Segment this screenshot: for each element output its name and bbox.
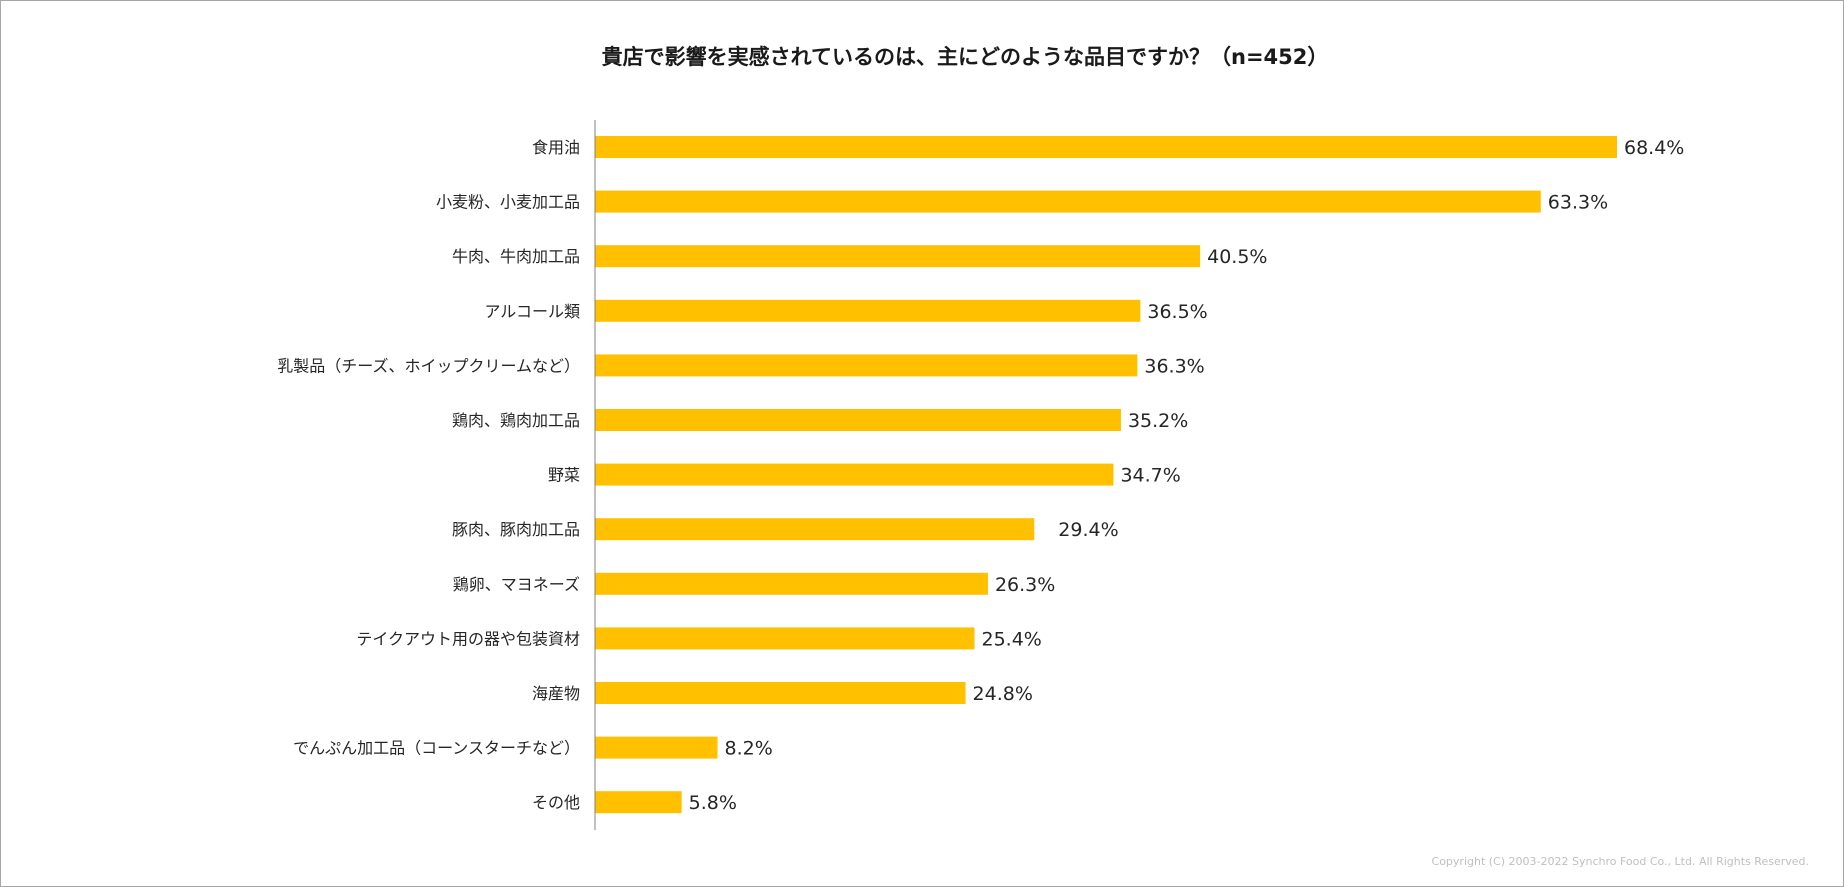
value-label: 68.4% <box>1624 137 1684 159</box>
bar <box>595 354 1138 377</box>
value-label: 8.2% <box>725 738 773 760</box>
category-label: その他 <box>532 793 580 812</box>
bar <box>595 190 1541 213</box>
value-label: 36.5% <box>1147 301 1207 323</box>
bar-group: 食用油 68.4% 小麦粉、小麦加工品 63.3% 牛肉、牛肉加工品 40.5% アルコール… <box>277 136 1684 814</box>
category-label: アルコール類 <box>484 302 580 321</box>
value-label: 5.8% <box>689 792 737 814</box>
bar <box>595 409 1121 431</box>
category-label: 牛肉、牛肉加工品 <box>452 247 580 266</box>
value-label: 35.2% <box>1128 410 1188 432</box>
chart-title: 貴店で影響を実感されているのは、主にどのような品目ですか？（n=452） <box>602 45 1329 69</box>
category-label: 小麦粉、小麦加工品 <box>436 193 580 212</box>
bar <box>595 299 1141 322</box>
category-label: 海産物 <box>532 684 580 703</box>
copyright-text: Copyright (C) 2003-2022 Synchro Food Co.… <box>1432 855 1809 868</box>
value-label: 24.8% <box>973 683 1033 705</box>
category-label: 鶏肉、鶏肉加工品 <box>452 411 580 430</box>
category-label: 乳製品（チーズ、ホイップクリームなど） <box>277 356 580 375</box>
category-label: 鶏卵、マヨネーズ <box>453 575 580 594</box>
value-label: 29.4% <box>1058 519 1118 541</box>
value-label: 40.5% <box>1207 246 1267 268</box>
bar <box>595 463 1114 486</box>
category-label: テイクアウト用の器や包装資材 <box>356 629 580 648</box>
category-label: 豚肉、豚肉加工品 <box>452 520 580 539</box>
bar <box>595 518 1035 541</box>
category-label: 食用油 <box>532 138 580 157</box>
bar <box>595 572 988 595</box>
category-label: でんぷん加工品（コーンスターチなど） <box>293 739 580 758</box>
bar <box>595 136 1617 158</box>
value-label: 36.3% <box>1144 355 1204 377</box>
bar <box>595 245 1201 268</box>
value-label: 25.4% <box>982 628 1042 650</box>
bar <box>595 682 966 704</box>
bar <box>595 627 975 650</box>
bar <box>595 736 718 759</box>
value-label: 26.3% <box>995 574 1055 596</box>
value-label: 34.7% <box>1120 465 1180 487</box>
category-label: 野菜 <box>548 466 580 485</box>
bar <box>595 791 682 814</box>
value-label: 63.3% <box>1548 192 1608 214</box>
